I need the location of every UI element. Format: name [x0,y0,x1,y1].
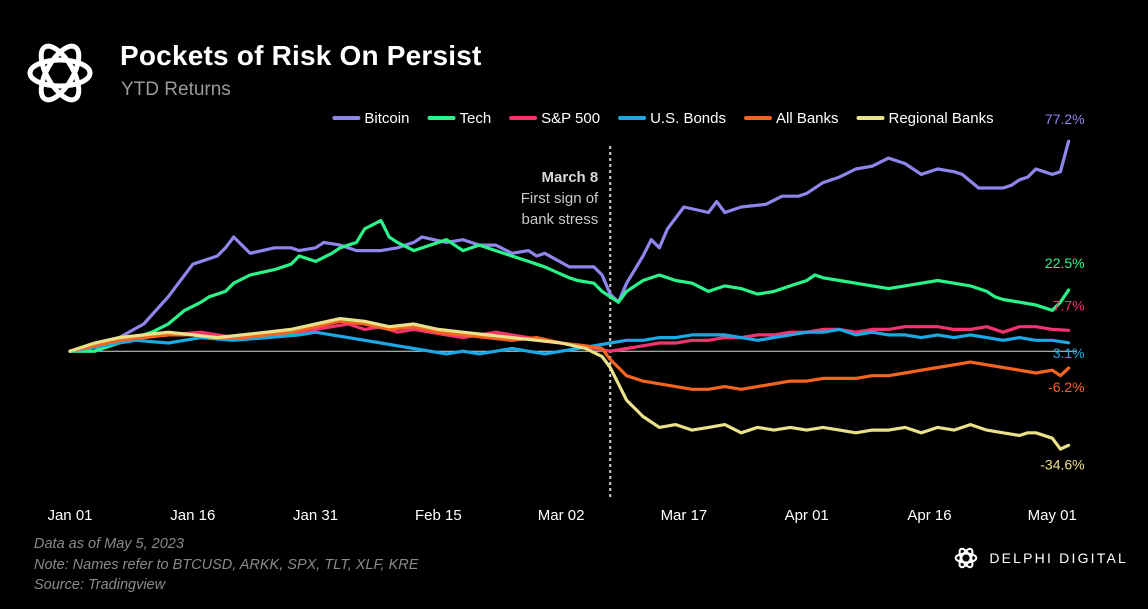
annotation-text: First sign of [521,190,599,207]
footnote-names: Note: Names refer to BTCUSD, ARKK, SPX, … [34,556,419,573]
footnote-source: Source: Tradingview [34,577,166,593]
series-line-regional-banks [68,317,1071,451]
end-label-regional-banks: -34.6% [1040,456,1084,472]
legend-item-tech: Tech [427,110,492,127]
chart-title: Pockets of Risk On Persist [120,40,482,71]
brand-mark: DELPHI DIGITAL [953,545,1128,571]
x-tick-label: Mar 02 [538,507,585,524]
annotation-text: bank stress [522,211,599,228]
series-line-all-banks [68,319,1071,391]
end-label-s-p-500: 7.7% [1053,297,1085,313]
footnote-date: Data as of May 5, 2023 [34,536,184,552]
x-tick-label: Jan 31 [293,507,338,524]
end-label-bitcoin: 77.2% [1045,111,1085,127]
x-tick-label: Feb 15 [415,507,462,524]
legend-item-s-p-500: S&P 500 [509,110,600,127]
legend-label: S&P 500 [541,110,600,127]
legend-label: Tech [460,110,492,127]
end-label-all-banks: -6.2% [1048,379,1085,395]
legend-label: All Banks [776,110,839,127]
legend-label: Regional Banks [889,110,994,127]
legend-item-all-banks: All Banks [744,110,839,127]
annotation-text: March 8 [542,169,599,186]
plot-area: March 8 First sign of bank stress 77.2% 22.5… [68,111,1085,500]
x-tick-label: Jan 01 [47,507,92,524]
chart-subtitle: YTD Returns [121,79,231,100]
series-line-s-p-500 [68,322,1071,353]
legend-label: U.S. Bonds [650,110,726,127]
x-tick-label: Mar 17 [661,507,708,524]
legend-label: Bitcoin [364,110,409,127]
x-tick-label: Jan 16 [170,507,215,524]
x-tick-label: May 01 [1028,507,1077,524]
footnotes: Data as of May 5, 2023 Note: Names refer… [34,534,418,596]
delphi-small-logo-icon [955,547,978,569]
brand-text: DELPHI DIGITAL [989,550,1128,566]
x-tick-label: Apr 01 [785,507,829,524]
end-label-u-s-bonds: 3.1% [1053,345,1085,361]
series-line-u-s-bonds [68,327,1071,356]
x-tick-label: Apr 16 [907,507,951,524]
legend-item-regional-banks: Regional Banks [856,110,994,127]
series-line-tech [68,219,1071,353]
legend-item-bitcoin: Bitcoin [332,110,409,127]
end-label-tech: 22.5% [1045,255,1085,271]
x-axis: Jan 01 Jan 16 Jan 31 Feb 15 Mar 02 Mar 17 Apr … [47,507,1076,524]
delphi-logo-icon [27,43,93,103]
legend-item-u-s-bonds: U.S. Bonds [618,110,726,127]
legend: Bitcoin Tech S&P 500 U.S. Bonds All Banks Reg… [332,110,994,127]
